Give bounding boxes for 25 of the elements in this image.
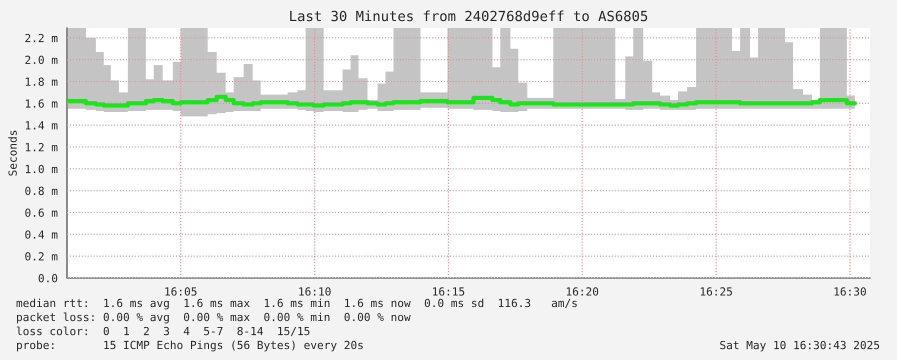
x-tick-label: 16:15 bbox=[433, 287, 464, 296]
y-tick-label: 0.8 m bbox=[25, 186, 58, 196]
text: packet loss: 0.00 % avg 0.00 % max 0.00 % min 0.00 % now bbox=[17, 312, 411, 324]
y-tick-label: 0.0 bbox=[38, 274, 58, 282]
y-tick-label: 1.0 m bbox=[26, 164, 58, 174]
x-tick-label: 16:20 bbox=[566, 287, 598, 296]
y-tick-label: 1.4 m bbox=[26, 121, 58, 130]
text: Sat May 10 16:30:43 2025 bbox=[720, 340, 880, 352]
y-tick-label: 0.4 m bbox=[25, 230, 58, 239]
y-tick-label: 1.8 m bbox=[26, 78, 58, 86]
y-tick-label: 2.0 m bbox=[25, 56, 58, 64]
x-tick-label: 16:10 bbox=[299, 287, 331, 296]
chart-title: Last 30 Minutes from 2402768d9eff to AS6805 bbox=[290, 10, 648, 22]
text: probe: 15 ICMP Echo Pings (56 Bytes) every 20s bbox=[17, 340, 363, 352]
y-tick-label: 2.2 m bbox=[25, 34, 58, 42]
text: median rtt: 1.6 ms avg 1.6 ms max 1.6 ms min 1.6 ms now 0.0 ms sd 116.3 am/s bbox=[16, 298, 577, 310]
y-tick-label: 0.6 m bbox=[25, 208, 58, 217]
text: loss color: 0 1 2 3 4 5-7 8-14 15/15 bbox=[16, 326, 310, 336]
x-tick-label: 16:05 bbox=[165, 287, 197, 296]
x-tick-label: 16:30 bbox=[834, 287, 866, 296]
y-tick-label: 0.2 m bbox=[25, 252, 58, 261]
y-tick-label: 1.6 m bbox=[26, 99, 58, 108]
x-tick-label: 16:25 bbox=[700, 287, 732, 296]
y-axis-title: Seconds bbox=[8, 130, 17, 176]
y-tick-label: 1.2 m bbox=[26, 143, 58, 152]
